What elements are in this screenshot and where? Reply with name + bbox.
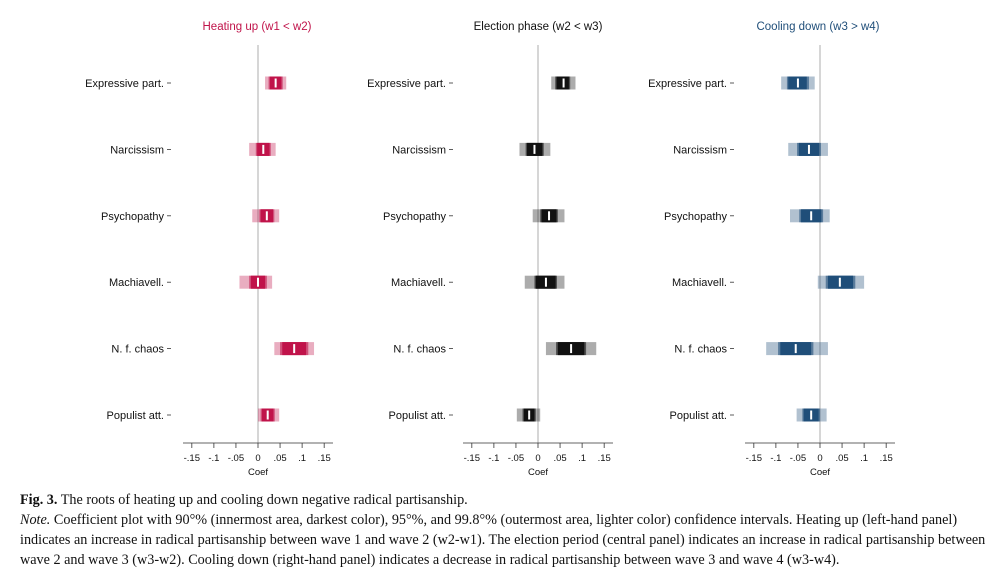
category-label: Narcissism (110, 144, 164, 156)
category-label: Machiavell. (109, 277, 164, 289)
caption-note-text: Coefficient plot with 90°% (innermost ar… (20, 512, 986, 568)
category-label: Populist att. (670, 410, 727, 422)
x-tick-label: .05 (835, 453, 848, 464)
category-label: Psychopathy (101, 211, 164, 223)
caption-note-label: Note. (20, 512, 51, 528)
x-tick-label: -.05 (790, 453, 806, 464)
x-tick-label: -.1 (208, 453, 219, 464)
x-tick-label: .15 (880, 453, 893, 464)
caption-fig-label: Fig. 3. (20, 492, 58, 508)
category-label: Psychopathy (383, 211, 446, 223)
panel-title: Heating up (w1 < w2) (203, 21, 312, 33)
coefficient-plots: Heating up (w1 < w2) Expressive part. Narc… (85, 21, 895, 478)
x-tick-label: .15 (598, 453, 611, 464)
panel-title: Election phase (w2 < w3) (474, 21, 603, 33)
category-label: Narcissism (673, 144, 727, 156)
category-label: Narcissism (392, 144, 446, 156)
x-tick-label: .1 (298, 453, 306, 464)
x-axis-label: Coef (528, 467, 548, 478)
caption-title: The roots of heating up and cooling down… (60, 492, 468, 508)
category-label: N. f. chaos (111, 344, 164, 356)
figure-caption: Fig. 3. The roots of heating up and cool… (20, 490, 990, 570)
x-tick-label: -.15 (464, 453, 480, 464)
category-label: Expressive part. (85, 78, 164, 90)
x-axis-label: Coef (248, 467, 268, 478)
category-label: N. f. chaos (393, 344, 446, 356)
x-tick-label: 0 (817, 453, 822, 464)
x-tick-label: -.05 (228, 453, 244, 464)
x-tick-label: -.1 (770, 453, 781, 464)
x-tick-label: .1 (860, 453, 868, 464)
category-label: Expressive part. (367, 78, 446, 90)
x-tick-label: .1 (578, 453, 586, 464)
x-tick-label: -.1 (488, 453, 499, 464)
category-label: Psychopathy (664, 211, 727, 223)
x-tick-label: .05 (553, 453, 566, 464)
panel-title: Cooling down (w3 > w4) (756, 21, 879, 33)
caption-note: Note. Coefficient plot with 90°% (innerm… (20, 510, 990, 570)
category-label: Machiavell. (672, 277, 727, 289)
x-tick-label: 0 (535, 453, 540, 464)
category-label: N. f. chaos (674, 344, 727, 356)
x-tick-label: .05 (273, 453, 286, 464)
x-tick-label: -.05 (508, 453, 524, 464)
category-label: Populist att. (389, 410, 446, 422)
category-label: Machiavell. (391, 277, 446, 289)
x-tick-label: .15 (318, 453, 331, 464)
category-label: Expressive part. (648, 78, 727, 90)
x-axis-label: Coef (810, 467, 830, 478)
x-tick-label: -.15 (184, 453, 200, 464)
x-tick-label: 0 (255, 453, 260, 464)
x-tick-label: -.15 (746, 453, 762, 464)
caption-title-line: Fig. 3. The roots of heating up and cool… (20, 490, 990, 510)
category-label: Populist att. (107, 410, 164, 422)
